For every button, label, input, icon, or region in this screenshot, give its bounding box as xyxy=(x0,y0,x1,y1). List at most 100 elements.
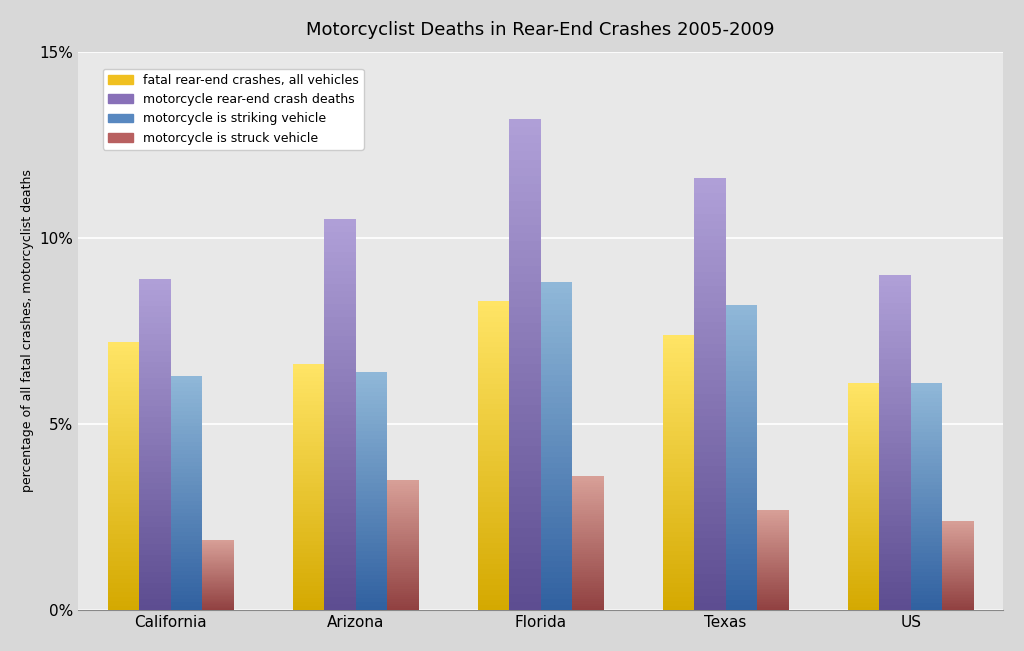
Bar xyxy=(694,596,726,603)
Bar xyxy=(108,432,139,436)
Bar xyxy=(202,598,233,600)
Bar xyxy=(171,547,202,551)
Bar xyxy=(478,528,509,533)
Bar xyxy=(942,522,974,524)
Bar xyxy=(726,320,757,326)
Bar xyxy=(108,503,139,508)
Bar xyxy=(757,516,788,518)
Bar xyxy=(355,388,387,392)
Bar xyxy=(663,523,694,527)
Bar xyxy=(848,409,880,413)
Bar xyxy=(910,409,942,413)
Bar xyxy=(572,536,603,539)
Bar xyxy=(910,572,942,576)
Bar xyxy=(663,445,694,449)
Bar xyxy=(171,501,202,505)
Bar xyxy=(509,422,541,430)
Bar xyxy=(848,398,880,402)
Bar xyxy=(726,452,757,458)
Bar xyxy=(694,473,726,480)
Bar xyxy=(325,467,355,473)
Bar xyxy=(355,499,387,503)
Bar xyxy=(663,371,694,376)
Bar xyxy=(171,528,202,532)
Bar xyxy=(942,567,974,568)
Bar xyxy=(293,430,325,434)
Bar xyxy=(541,518,572,523)
Bar xyxy=(726,580,757,585)
Bar xyxy=(572,577,603,579)
Bar xyxy=(478,311,509,316)
Bar xyxy=(139,367,171,372)
Bar xyxy=(910,542,942,546)
Bar xyxy=(293,393,325,397)
Bar xyxy=(663,353,694,357)
Bar xyxy=(478,389,509,394)
Bar xyxy=(757,580,788,582)
Bar xyxy=(942,575,974,576)
Bar xyxy=(541,566,572,572)
Bar xyxy=(572,583,603,586)
Bar xyxy=(108,387,139,391)
Bar xyxy=(910,478,942,482)
Bar xyxy=(478,564,509,569)
Bar xyxy=(541,550,572,556)
Bar xyxy=(171,602,202,606)
Bar xyxy=(325,356,355,363)
Bar xyxy=(325,245,355,252)
Bar xyxy=(171,489,202,493)
Bar xyxy=(108,472,139,476)
Bar xyxy=(726,514,757,519)
Bar xyxy=(880,404,910,409)
Bar xyxy=(355,535,387,539)
Bar xyxy=(293,413,325,418)
Bar xyxy=(541,539,572,545)
Bar xyxy=(880,314,910,320)
Bar xyxy=(387,528,419,530)
Bar xyxy=(293,377,325,381)
Bar xyxy=(541,370,572,376)
Bar xyxy=(509,315,541,324)
Bar xyxy=(139,345,171,351)
Bar xyxy=(108,355,139,360)
Bar xyxy=(757,527,788,528)
Bar xyxy=(910,447,942,451)
Bar xyxy=(202,559,233,560)
Bar xyxy=(108,516,139,521)
Bar xyxy=(293,545,325,549)
Bar xyxy=(663,395,694,399)
Bar xyxy=(171,587,202,590)
Bar xyxy=(572,532,603,534)
Bar xyxy=(942,576,974,577)
Bar xyxy=(663,509,694,514)
Bar xyxy=(942,598,974,600)
Bar xyxy=(108,418,139,422)
Bar xyxy=(726,524,757,529)
Bar xyxy=(694,459,726,466)
Bar xyxy=(139,307,171,312)
Bar xyxy=(139,445,171,450)
Bar xyxy=(757,542,788,543)
Bar xyxy=(355,424,387,428)
Bar xyxy=(848,549,880,553)
Bar xyxy=(880,594,910,599)
Bar xyxy=(663,473,694,477)
Bar xyxy=(171,422,202,426)
Bar xyxy=(171,419,202,422)
Bar xyxy=(202,568,233,569)
Bar xyxy=(880,426,910,432)
Bar xyxy=(478,605,509,610)
Bar xyxy=(694,495,726,503)
Bar xyxy=(509,135,541,143)
Bar xyxy=(726,340,757,346)
Bar xyxy=(509,438,541,447)
Bar xyxy=(478,404,509,409)
Bar xyxy=(387,517,419,519)
Bar xyxy=(139,511,171,516)
Bar xyxy=(572,508,603,510)
Bar xyxy=(726,478,757,483)
Bar xyxy=(541,479,572,484)
Bar xyxy=(293,454,325,459)
Bar xyxy=(541,474,572,479)
Bar xyxy=(726,529,757,534)
